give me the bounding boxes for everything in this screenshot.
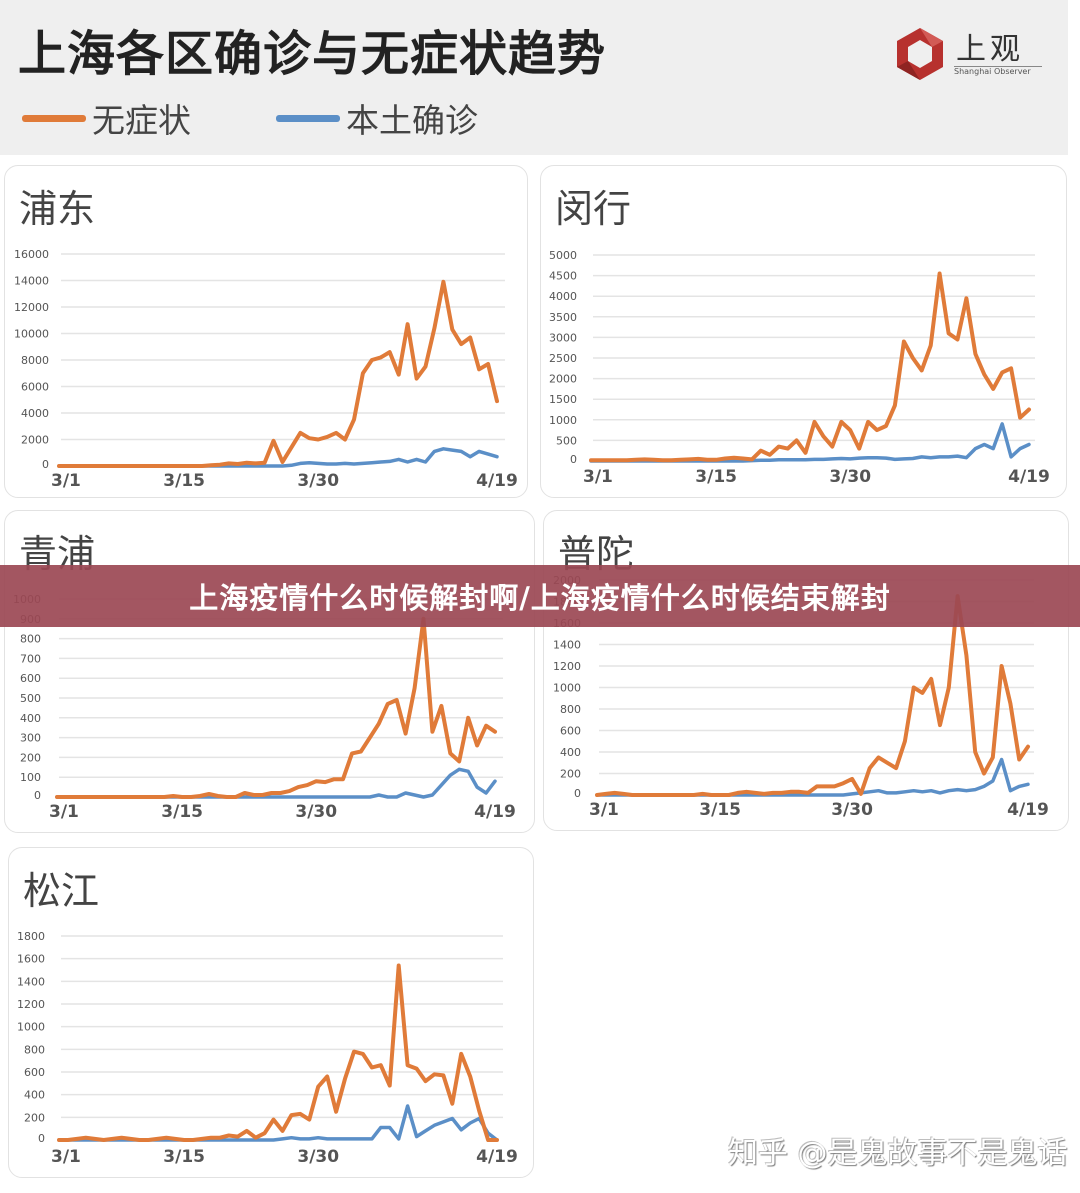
x-tick-label: 4/19 xyxy=(476,1147,518,1167)
y-tick-label: 3500 xyxy=(549,311,577,324)
y-tick-label: 300 xyxy=(20,732,41,745)
y-tick-label: 4000 xyxy=(549,290,577,303)
y-tick-label: 8000 xyxy=(21,354,49,367)
y-tick-label: 4000 xyxy=(21,407,49,420)
y-tick-label: 10000 xyxy=(14,328,49,341)
y-tick-label: 700 xyxy=(20,652,41,665)
y-tick-label: 200 xyxy=(24,1111,45,1124)
y-tick-label: 500 xyxy=(556,434,577,447)
chart-title-songjiang: 松江 xyxy=(23,869,100,913)
legend-label-confirmed: 本土确诊 xyxy=(346,101,478,140)
shanghai-observer-logo: 上观 Shanghai Observer xyxy=(892,26,1052,82)
y-tick-label: 12000 xyxy=(14,301,49,314)
legend-item-asymptomatic: 无症状 xyxy=(22,96,191,140)
logo-subtitle: Shanghai Observer xyxy=(954,67,1031,76)
y-tick-label: 600 xyxy=(560,725,581,738)
x-tick-label: 4/19 xyxy=(1008,467,1050,487)
x-tick-label: 3/30 xyxy=(297,471,339,491)
y-tick-label: 0 xyxy=(34,789,41,802)
x-tick-label: 3/1 xyxy=(49,802,79,822)
y-tick-label: 1200 xyxy=(553,660,581,673)
y-tick-label: 0 xyxy=(570,453,577,466)
x-tick-label: 4/19 xyxy=(1007,800,1049,820)
x-tick-label: 3/15 xyxy=(161,802,203,822)
y-tick-label: 0 xyxy=(38,1132,45,1145)
x-tick-label: 3/1 xyxy=(589,800,619,820)
legend-item-confirmed: 本土确诊 xyxy=(276,96,478,140)
y-tick-label: 1000 xyxy=(17,1021,45,1034)
x-tick-label: 3/30 xyxy=(295,802,337,822)
chart-panel-putuo: 02004006008001000120014001600180020003/1… xyxy=(543,510,1069,831)
logo-divider xyxy=(954,66,1042,67)
y-tick-label: 2000 xyxy=(549,373,577,386)
x-tick-label: 3/15 xyxy=(695,467,737,487)
y-tick-label: 800 xyxy=(24,1043,45,1056)
chart-panel-minhang: 0 500 1000 1500 2000 2500 3000 3500 4000 4500 5000… xyxy=(540,165,1067,498)
y-tick-label: 2000 xyxy=(21,434,49,447)
line-chart: 0 200 400 600 800 1000 1200 1400 1600 1800 3/1 3/15… xyxy=(17,930,518,1167)
y-tick-label: 1500 xyxy=(549,393,577,406)
page-title: 上海各区确诊与无症状趋势 xyxy=(18,26,607,82)
line-chart: 010020030040050060070080090010003/13/153… xyxy=(13,593,516,822)
y-tick-label: 800 xyxy=(20,633,41,646)
x-tick-label: 3/1 xyxy=(51,1147,81,1167)
y-tick-label: 2500 xyxy=(549,352,577,365)
x-tick-label: 3/1 xyxy=(51,471,81,491)
hexagon-logo-icon xyxy=(897,28,943,80)
y-tick-label: 1600 xyxy=(17,953,45,966)
y-tick-label: 5000 xyxy=(549,249,577,262)
series-line-asymptomatic xyxy=(55,616,497,799)
y-tick-label: 600 xyxy=(24,1066,45,1079)
chart-title-pudong: 浦东 xyxy=(19,187,96,231)
x-tick-label: 3/15 xyxy=(163,1147,205,1167)
y-tick-label: 400 xyxy=(560,746,581,759)
x-tick-label: 3/15 xyxy=(163,471,205,491)
legend-swatch-asymptomatic xyxy=(22,114,86,122)
y-tick-label: 1400 xyxy=(17,975,45,988)
y-tick-label: 500 xyxy=(20,692,41,705)
y-tick-label: 1000 xyxy=(549,414,577,427)
banner-text: 上海疫情什么时候解封啊/上海疫情什么时候结束解封 xyxy=(189,581,891,615)
x-tick-label: 3/30 xyxy=(829,467,871,487)
overlay-banner: 上海疫情什么时候解封啊/上海疫情什么时候结束解封 xyxy=(0,565,1080,627)
chart-title-minhang: 闵行 xyxy=(555,187,632,231)
line-chart: 0 500 1000 1500 2000 2500 3000 3500 4000 4500 5000… xyxy=(549,249,1050,487)
zhihu-watermark: 知乎 @是鬼故事不是鬼话 xyxy=(728,1136,1068,1171)
y-tick-label: 4500 xyxy=(549,270,577,283)
chart-panel-qingpu: 010020030040050060070080090010003/13/153… xyxy=(4,510,535,833)
y-tick-label: 800 xyxy=(560,703,581,716)
y-tick-label: 600 xyxy=(20,672,41,685)
series-line-asymptomatic xyxy=(589,271,1031,463)
y-tick-label: 1400 xyxy=(553,639,581,652)
y-tick-label: 1200 xyxy=(17,998,45,1011)
legend-swatch-confirmed xyxy=(276,114,340,122)
x-tick-label: 3/30 xyxy=(831,800,873,820)
y-tick-label: 0 xyxy=(42,458,49,471)
series-line-asymptomatic xyxy=(57,963,499,1142)
y-tick-label: 0 xyxy=(574,787,581,800)
y-tick-label: 1000 xyxy=(553,682,581,695)
chart-panel-pudong: 0 2000 4000 6000 8000 10000 12000 14000 16000 3/1… xyxy=(4,165,528,498)
y-tick-label: 6000 xyxy=(21,381,49,394)
y-tick-label: 200 xyxy=(560,768,581,781)
y-tick-label: 400 xyxy=(20,712,41,725)
y-tick-label: 200 xyxy=(20,751,41,764)
x-tick-label: 4/19 xyxy=(476,471,518,491)
legend-label-asymptomatic: 无症状 xyxy=(92,101,191,140)
x-tick-label: 3/30 xyxy=(297,1147,339,1167)
infographic-header: 上海各区确诊与无症状趋势 无症状 本土确诊 上观 Shanghai Observ… xyxy=(0,0,1068,155)
x-tick-label: 3/15 xyxy=(699,800,741,820)
y-tick-label: 16000 xyxy=(14,248,49,261)
logo-brand-text: 上观 xyxy=(956,32,1024,67)
x-tick-label: 4/19 xyxy=(474,802,516,822)
series-line-asymptomatic xyxy=(57,279,499,468)
y-tick-label: 1800 xyxy=(17,930,45,943)
y-tick-label: 400 xyxy=(24,1089,45,1102)
y-tick-label: 3000 xyxy=(549,331,577,344)
y-tick-label: 100 xyxy=(20,771,41,784)
y-tick-label: 14000 xyxy=(14,275,49,288)
chart-panel-songjiang: 0 200 400 600 800 1000 1200 1400 1600 1800 3/1 3/15… xyxy=(8,847,534,1178)
x-tick-label: 3/1 xyxy=(583,467,613,487)
line-chart: 0 2000 4000 6000 8000 10000 12000 14000 16000 3/1… xyxy=(14,248,518,491)
